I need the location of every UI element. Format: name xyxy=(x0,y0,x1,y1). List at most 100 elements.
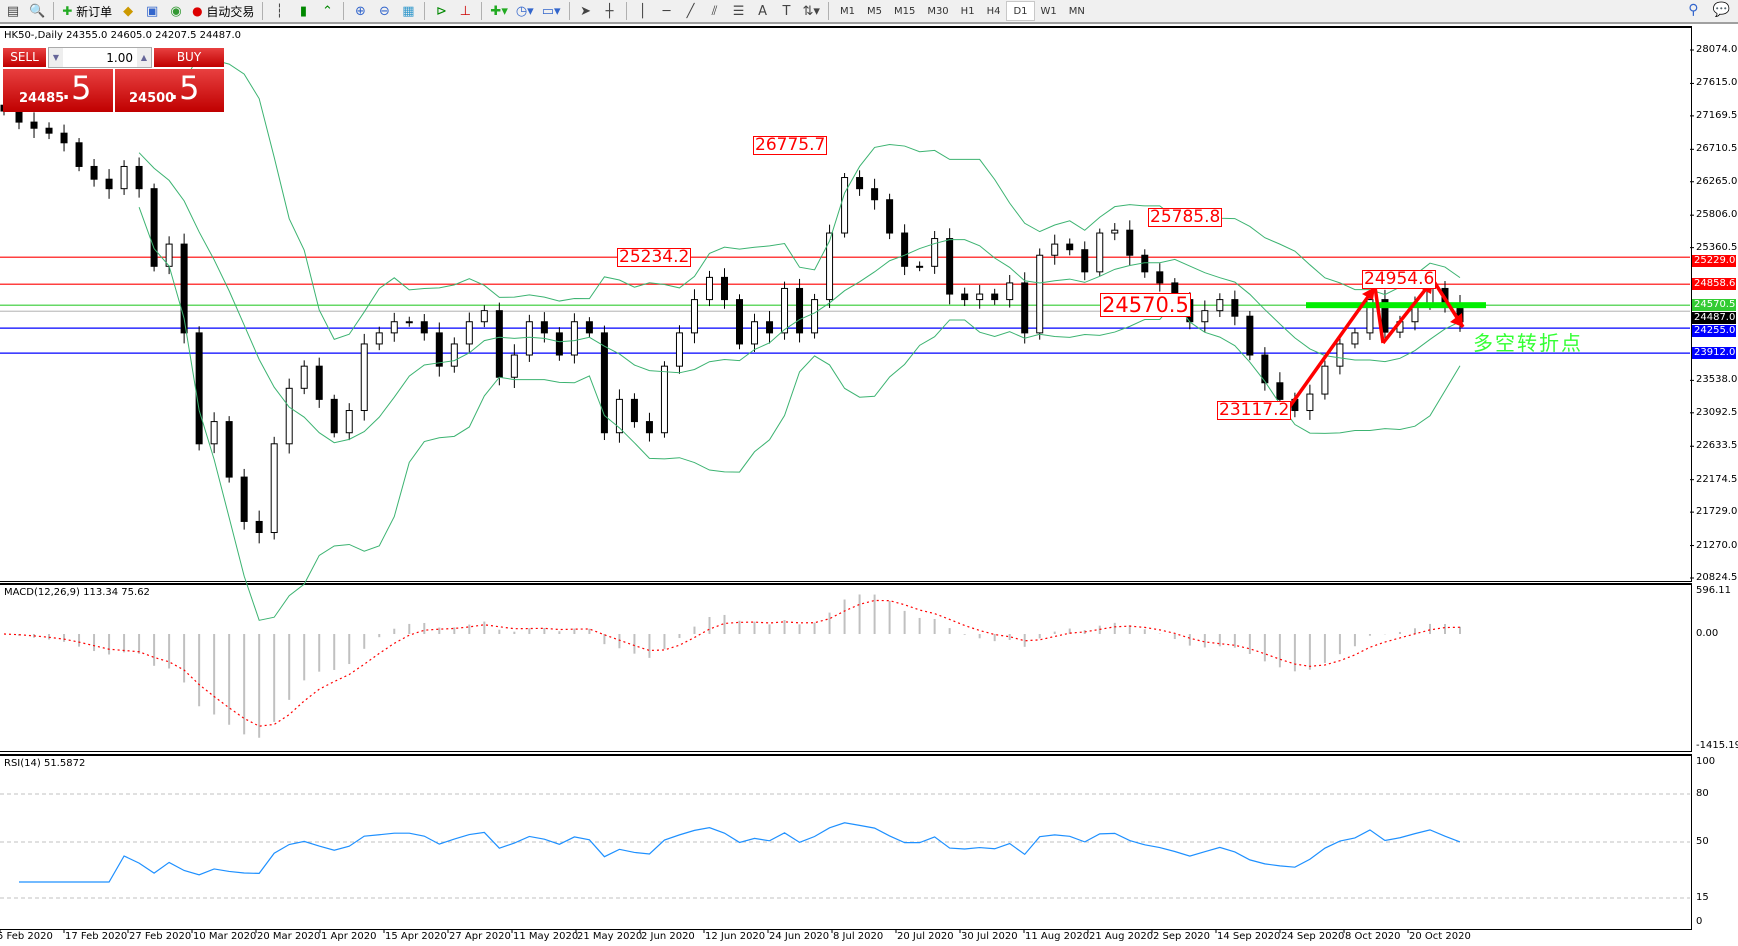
bull-candle xyxy=(1216,299,1224,312)
date-label: 10 Mar 2020 xyxy=(193,931,257,942)
date-label: 24 Sep 2020 xyxy=(1281,931,1345,942)
bull-candle xyxy=(1006,282,1014,301)
resistance-label[interactable]: 25234.2 xyxy=(617,247,692,267)
arrows-icon[interactable]: ⇅▾ xyxy=(802,3,820,19)
timeframe-m1[interactable]: M1 xyxy=(839,5,855,17)
decrease-lots-icon[interactable]: ▼ xyxy=(49,48,63,67)
history-icon[interactable]: 🔍 xyxy=(29,3,46,19)
bull-candle xyxy=(751,321,759,345)
macd-panel[interactable] xyxy=(0,583,1692,752)
increase-lots-icon[interactable]: ▲ xyxy=(137,48,151,67)
indicators-icon[interactable]: ✚▾ xyxy=(490,3,508,19)
chat-icon[interactable]: 💬 xyxy=(1712,2,1730,18)
trend-arrow xyxy=(1286,285,1377,411)
zoom-in-icon[interactable]: ⊕ xyxy=(354,3,366,19)
price-chart[interactable] xyxy=(0,26,1692,582)
buy-price-button[interactable]: 24500 .5 xyxy=(115,69,224,112)
rsi-panel[interactable] xyxy=(0,754,1692,930)
separator xyxy=(481,2,483,20)
templates-icon[interactable]: ▭▾ xyxy=(541,3,561,19)
bear-candle xyxy=(1066,243,1074,251)
bear-candle xyxy=(1081,249,1089,273)
timeframe-d1[interactable]: D1 xyxy=(1006,1,1035,21)
sell-price-button[interactable]: 24485 .5 xyxy=(3,69,113,112)
text-label-icon[interactable]: T xyxy=(782,3,791,19)
date-label: 12 Jun 2020 xyxy=(705,931,766,942)
bear-candle xyxy=(871,188,879,201)
high-label[interactable]: 26775.7 xyxy=(753,135,828,155)
price-tick: 20824.5 xyxy=(1696,572,1738,583)
bull-candle xyxy=(1111,229,1119,234)
price-level-label: 24487.0 xyxy=(1692,312,1736,325)
timeframe-m15[interactable]: M15 xyxy=(893,5,916,17)
vertical-line-icon[interactable]: │ xyxy=(638,3,647,19)
turning-point-note[interactable]: 多空转折点 xyxy=(1473,331,1583,355)
timeframe-h1[interactable]: H1 xyxy=(960,5,975,17)
bull-candle xyxy=(300,365,308,389)
bear-candle xyxy=(585,321,593,334)
date-label: 21 Aug 2020 xyxy=(1089,931,1154,942)
candlestick-icon[interactable]: ▮ xyxy=(299,3,307,19)
lots-stepper[interactable]: ▼ 1.00 ▲ xyxy=(48,47,152,68)
arrow-head xyxy=(1362,287,1375,300)
rsi-header: RSI(14) 51.5872 xyxy=(4,758,86,769)
swing-high-label[interactable]: 25785.8 xyxy=(1148,207,1223,227)
fibonacci-icon[interactable]: ☰ xyxy=(732,3,745,19)
new-order-button[interactable]: ✚ 新订单 xyxy=(59,0,115,22)
price-tick: 22174.5 xyxy=(1696,473,1738,485)
navigator-icon[interactable]: ▣ xyxy=(145,3,159,19)
signals-icon[interactable]: ◉ xyxy=(170,3,182,19)
zoom-out-icon[interactable]: ⊖ xyxy=(378,3,390,19)
tile-windows-icon[interactable]: ▦ xyxy=(402,3,415,19)
horizontal-line-icon[interactable]: ─ xyxy=(662,3,671,19)
pivot-label[interactable]: 24570.5 xyxy=(1100,293,1191,317)
line-chart-icon[interactable]: ⌃ xyxy=(321,3,333,19)
auto-trading-button[interactable]: ● 自动交易 xyxy=(189,0,257,22)
bear-candle xyxy=(961,293,969,301)
separator xyxy=(568,2,570,20)
bear-candle xyxy=(555,332,563,356)
timeframe-mn[interactable]: MN xyxy=(1068,5,1085,17)
market-watch-icon[interactable]: ◆ xyxy=(123,3,134,19)
timeframe-h4[interactable]: H4 xyxy=(986,5,1001,17)
periods-icon[interactable]: ◷▾ xyxy=(515,3,534,19)
bear-candle xyxy=(1276,382,1284,400)
text-icon[interactable]: A xyxy=(758,3,767,19)
rsi-tick: 0 xyxy=(1696,916,1703,927)
chart-shift-icon[interactable]: ⊥ xyxy=(459,3,472,19)
window-icon[interactable]: ▤ xyxy=(6,3,20,19)
auto-scroll-icon[interactable]: ⊳ xyxy=(435,3,447,19)
bear-candle xyxy=(105,178,113,190)
cursor-icon[interactable]: ➤ xyxy=(580,3,591,19)
date-label: 2 Jun 2020 xyxy=(641,931,695,942)
equidistant-channel-icon[interactable]: ⫽ xyxy=(711,3,718,19)
timeframe-m30[interactable]: M30 xyxy=(927,5,949,17)
date-label: 8 Jul 2020 xyxy=(833,931,884,942)
bull-candle xyxy=(841,177,849,234)
timeframe-m5[interactable]: M5 xyxy=(866,5,882,17)
bear-candle xyxy=(1261,354,1269,384)
bear-candle xyxy=(420,321,428,334)
one-click-trading-panel: SELL ▼ 1.00 ▲ BUY 24485 .5 24500 .5 xyxy=(3,47,224,112)
bear-candle xyxy=(1126,229,1134,256)
bear-candle xyxy=(315,365,323,400)
recent-high-label[interactable]: 24954.6 xyxy=(1362,269,1437,289)
macd-tick: 596.11 xyxy=(1696,585,1731,596)
bar-chart-icon[interactable]: ┆ xyxy=(275,3,284,19)
rsi-line xyxy=(19,822,1461,883)
buy-button[interactable]: BUY xyxy=(154,48,224,67)
trendline-icon[interactable]: ╱ xyxy=(686,3,695,19)
macd-header: MACD(12,26,9) 113.34 75.62 xyxy=(4,587,150,598)
crosshair-icon[interactable]: ┼ xyxy=(605,3,614,19)
bull-candle xyxy=(270,443,278,534)
search-icon[interactable]: ⚲ xyxy=(1688,2,1699,18)
lots-input[interactable]: 1.00 xyxy=(106,50,133,65)
bear-candle xyxy=(75,142,83,167)
sell-button[interactable]: SELL xyxy=(3,48,46,67)
bear-candle xyxy=(150,188,158,267)
bull-candle xyxy=(375,332,383,345)
swing-low-label[interactable]: 23117.2 xyxy=(1217,400,1292,420)
timeframe-w1[interactable]: W1 xyxy=(1040,5,1057,17)
bull-candle xyxy=(916,265,924,268)
bear-candle xyxy=(15,110,23,123)
